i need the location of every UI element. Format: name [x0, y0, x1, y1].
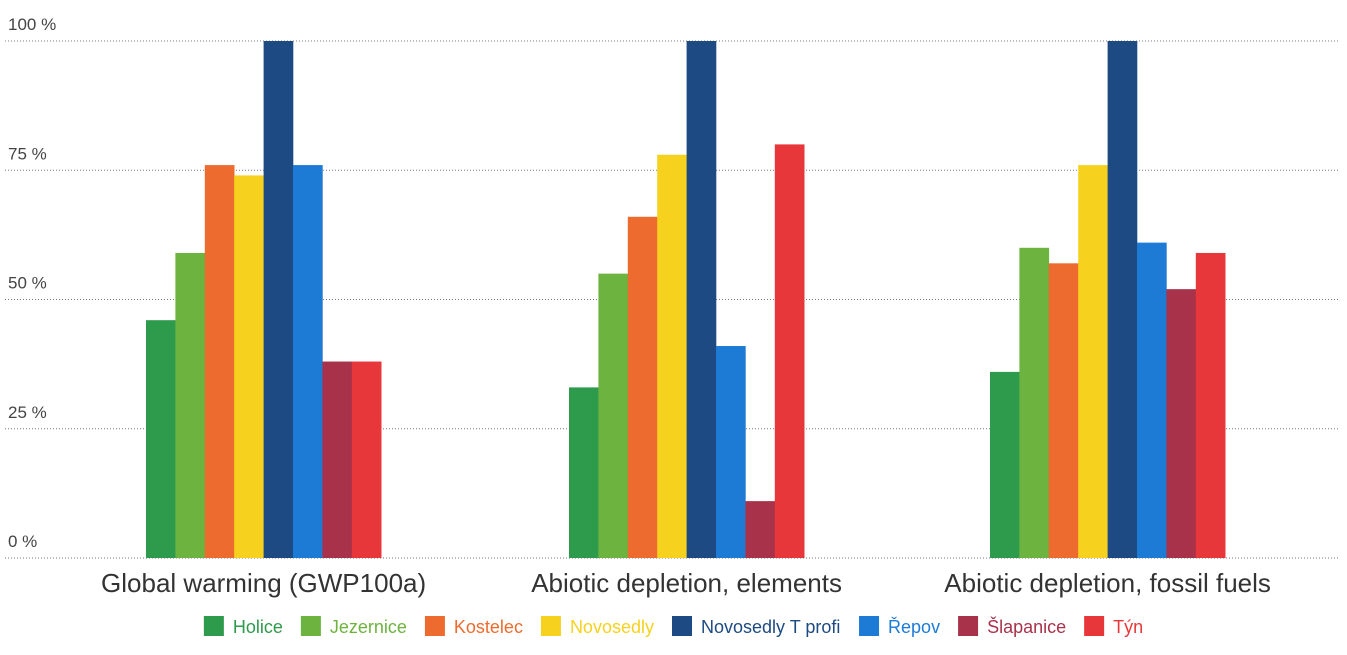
bar: [1019, 247, 1050, 559]
bar: [686, 41, 717, 558]
y-tick-label: 25 %: [8, 403, 47, 422]
bar: [1195, 252, 1226, 558]
legend-label: Jezernice: [330, 617, 407, 637]
bar: [745, 501, 776, 558]
bar: [146, 320, 176, 558]
y-tick-label: 50 %: [8, 274, 47, 293]
legend-swatch: [300, 616, 321, 636]
x-category-label: Global warming (GWP100a): [101, 568, 426, 598]
bar: [204, 165, 235, 558]
bar: [263, 41, 294, 558]
x-category-label: Abiotic depletion, fossil fuels: [944, 568, 1271, 598]
bar: [322, 361, 353, 558]
y-tick-label: 75 %: [8, 144, 47, 163]
bar: [293, 165, 323, 558]
bar: [990, 371, 1020, 558]
y-axis-ticks: 0 % 25 % 50 % 75 % 100 %: [8, 15, 56, 551]
legend-label: Týn: [1113, 617, 1143, 637]
y-tick-label: 100 %: [8, 15, 56, 34]
legend-label: Řepov: [888, 617, 940, 637]
legend-swatch: [1084, 616, 1105, 636]
bar: [657, 154, 687, 559]
y-tick-label: 0 %: [8, 532, 37, 551]
bar: [175, 252, 206, 558]
bar: [1137, 242, 1167, 558]
legend-item: Šlapanice: [958, 616, 1066, 637]
legend-item: Novosedly: [540, 616, 654, 637]
bar: [569, 387, 599, 558]
bar: [234, 175, 264, 559]
bar: [1107, 41, 1138, 558]
legend: Holice Jezernice Kostelec Novosedly Novosedl…: [203, 616, 1143, 637]
bar: [1048, 263, 1079, 558]
x-category-label: Abiotic depletion, elements: [531, 568, 842, 598]
legend-item: Holice: [203, 616, 283, 637]
legend-label: Kostelec: [454, 617, 523, 637]
bar: [716, 346, 746, 558]
bar: [627, 216, 658, 558]
legend-swatch: [859, 616, 880, 636]
legend-swatch: [203, 616, 224, 636]
bars: [146, 41, 1226, 559]
legend-label: Novosedly T profi: [701, 617, 840, 637]
bar: [1078, 165, 1108, 558]
legend-label: Šlapanice: [987, 616, 1066, 637]
legend-swatch: [671, 616, 692, 636]
bar: [598, 273, 629, 558]
legend-item: Jezernice: [300, 616, 407, 637]
legend-swatch: [424, 616, 445, 636]
legend-item: Řepov: [859, 616, 940, 637]
legend-item: Kostelec: [424, 616, 523, 637]
legend-label: Novosedly: [570, 617, 654, 637]
bar: [351, 361, 382, 558]
legend-swatch: [958, 616, 979, 636]
legend-item: Týn: [1084, 616, 1143, 637]
legend-label: Holice: [233, 617, 283, 637]
legend-swatch: [540, 616, 561, 636]
bar: [774, 144, 805, 558]
legend-item: Novosedly T profi: [671, 616, 840, 637]
x-axis-categories: Global warming (GWP100a) Abiotic depletio…: [101, 568, 1271, 598]
bar: [1166, 289, 1197, 558]
